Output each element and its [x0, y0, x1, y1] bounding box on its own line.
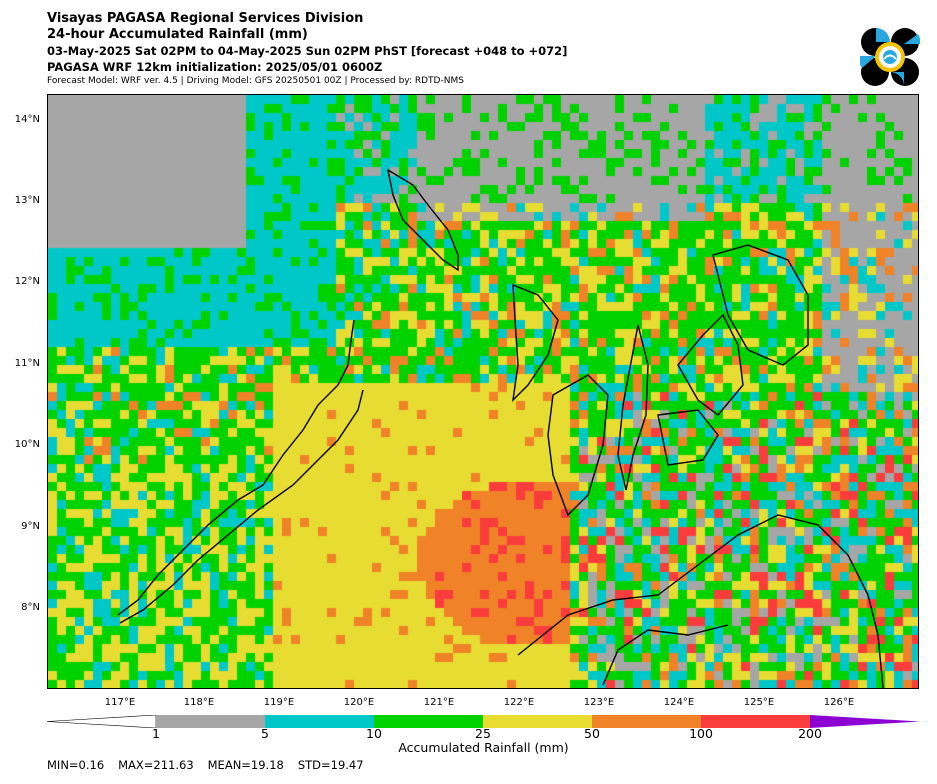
colorbar-bin	[156, 715, 265, 728]
colorbar-bin	[701, 715, 810, 728]
colorbar-tick: 100	[689, 726, 713, 741]
map-header: Visayas PAGASA Regional Services Divisio…	[47, 11, 567, 88]
colorbar-bin	[592, 715, 701, 728]
lat-label: 14°N	[14, 114, 40, 125]
colorbar	[47, 715, 920, 728]
lat-label: 8°N	[21, 602, 40, 613]
lon-label: 117°E	[104, 697, 136, 708]
colorbar-tick: 25	[475, 726, 491, 741]
pagasa-logo-icon	[860, 28, 920, 86]
lat-label: 12°N	[14, 276, 40, 287]
rainfall-grid	[48, 95, 918, 688]
colorbar-tick: 200	[798, 726, 822, 741]
header-model-info: Forecast Model: WRF ver. 4.5 | Driving M…	[47, 76, 464, 86]
lon-label: 120°E	[343, 697, 375, 708]
lat-label: 10°N	[14, 439, 40, 450]
colorbar-label: Accumulated Rainfall (mm)	[398, 740, 569, 755]
lat-label: 11°N	[14, 358, 40, 369]
colorbar-bin	[265, 715, 374, 728]
lon-label: 119°E	[263, 697, 295, 708]
lon-label: 123°E	[583, 697, 615, 708]
colorbar-bin	[374, 715, 483, 728]
header-valid-period: 03-May-2025 Sat 02PM to 04-May-2025 Sun …	[47, 44, 568, 58]
colorbar-tick: 10	[366, 726, 382, 741]
colorbar-bin	[483, 715, 592, 728]
header-subtitle: 24-hour Accumulated Rainfall (mm)	[47, 27, 308, 42]
statistics-line: MIN=0.16 MAX=211.63 MEAN=19.18 STD=19.47	[47, 758, 364, 772]
colorbar-tick: 1	[152, 726, 160, 741]
colorbar-tick: 50	[584, 726, 600, 741]
lat-label: 9°N	[21, 521, 40, 532]
header-initialization: PAGASA WRF 12km initialization: 2025/05/…	[47, 60, 383, 74]
rainfall-map	[47, 94, 919, 689]
lon-label: 122°E	[503, 697, 535, 708]
lon-label: 121°E	[423, 697, 455, 708]
lon-label: 124°E	[663, 697, 695, 708]
lat-label: 13°N	[14, 195, 40, 206]
lon-label: 118°E	[183, 697, 215, 708]
lon-label: 125°E	[743, 697, 775, 708]
coastline-overlay	[117, 168, 884, 688]
colorbar-tick: 5	[261, 726, 269, 741]
lon-label: 126°E	[823, 697, 855, 708]
colorbar-max-extend	[810, 715, 920, 728]
header-title: Visayas PAGASA Regional Services Divisio…	[47, 11, 364, 26]
